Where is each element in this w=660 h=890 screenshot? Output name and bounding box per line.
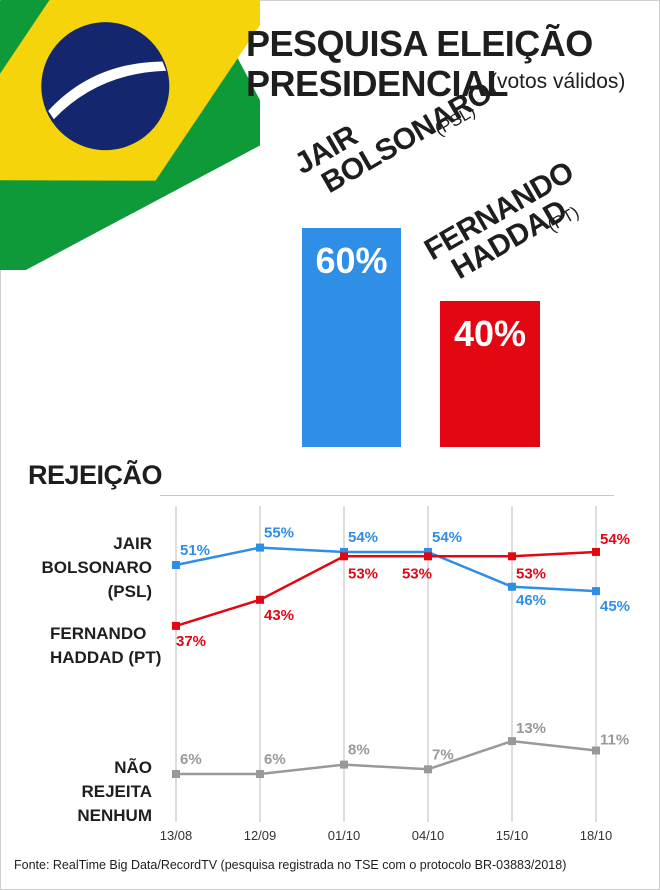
data-label-none: 13%	[516, 720, 546, 737]
data-label-none: 7%	[432, 746, 454, 763]
haddad-vote-value: 40%	[453, 313, 527, 354]
data-label-bolsonaro: 54%	[432, 529, 462, 546]
x-tick-label: 12/09	[244, 828, 277, 843]
bolsonaro-vote-value: 60%	[315, 240, 388, 281]
x-tick-label: 15/10	[496, 828, 529, 843]
data-point-bolsonaro	[340, 547, 348, 556]
data-point-haddad	[340, 552, 348, 561]
series-line-none	[176, 739, 597, 776]
data-point-bolsonaro	[256, 543, 264, 552]
data-label-haddad: 53%	[348, 565, 378, 582]
data-point-none	[592, 746, 600, 755]
label-line: JAIR	[113, 534, 152, 553]
data-point-bolsonaro	[424, 547, 432, 556]
data-label-none: 6%	[180, 751, 202, 768]
brazil-flag-icon	[0, 0, 260, 270]
rejection-section-title: REJEIÇÃO	[28, 460, 163, 490]
label-line: (PSL)	[107, 582, 152, 601]
data-point-none	[340, 760, 348, 769]
rejection-label-bolsonaro: JAIR BOLSONARO (PSL)	[40, 532, 153, 604]
data-label-none: 6%	[264, 751, 286, 768]
x-tick-label: 18/10	[580, 828, 613, 843]
data-label-haddad: 43%	[264, 607, 294, 624]
data-label-bolsonaro: 55%	[264, 525, 294, 542]
data-point-none	[256, 770, 264, 778]
series-line-bolsonaro	[175, 546, 597, 593]
data-label-none: 11%	[600, 732, 629, 749]
rejection-label-haddad: FERNANDO HADDAD (PT)	[50, 622, 161, 670]
label-line: NENHUM	[77, 806, 152, 825]
data-label-bolsonaro: 54%	[348, 529, 378, 546]
label-line: FERNANDO	[50, 624, 147, 643]
data-label-haddad: 54%	[600, 531, 630, 548]
data-label-haddad: 53%	[516, 565, 546, 582]
data-label-haddad: 53%	[402, 565, 432, 582]
x-tick-label: 13/08	[160, 828, 193, 843]
data-point-bolsonaro	[172, 561, 180, 569]
series-line-haddad	[175, 550, 597, 628]
title-line-2: PRESIDENCIAL	[246, 63, 509, 104]
data-point-none	[508, 737, 516, 746]
rejection-label-none: NÃO REJEITA NENHUM	[40, 756, 152, 828]
data-point-haddad	[172, 621, 180, 630]
label-line: NÃO REJEITA	[81, 758, 152, 801]
data-label-bolsonaro: 51%	[180, 542, 210, 559]
data-label-haddad: 37%	[176, 633, 206, 650]
data-label-bolsonaro: 46%	[516, 592, 546, 609]
data-point-haddad	[592, 547, 600, 556]
haddad-vote-bar: 40%	[440, 301, 540, 447]
bolsonaro-vote-bar: 60%	[302, 228, 401, 447]
x-tick-label: 01/10	[328, 828, 361, 843]
x-tick-label: 04/10	[412, 828, 445, 843]
data-point-none	[424, 765, 432, 774]
data-point-bolsonaro	[592, 587, 600, 596]
page-subtitle: (votos válidos)	[490, 70, 626, 93]
label-line: HADDAD (PT)	[50, 648, 162, 667]
data-label-bolsonaro: 45%	[600, 598, 630, 615]
data-label-none: 8%	[348, 742, 370, 759]
label-line: BOLSONARO	[41, 558, 153, 577]
data-point-haddad	[424, 552, 432, 561]
source-note: Fonte: RealTime Big Data/RecordTV (pesqu…	[14, 858, 567, 872]
section-divider	[160, 495, 614, 496]
data-point-none	[172, 770, 180, 778]
page-title: PESQUISA ELEIÇÃO PRESIDENCIAL	[246, 24, 593, 104]
data-point-bolsonaro	[508, 582, 516, 591]
title-line-1: PESQUISA ELEIÇÃO	[246, 23, 593, 64]
data-point-haddad	[256, 595, 264, 604]
data-point-haddad	[508, 552, 516, 561]
